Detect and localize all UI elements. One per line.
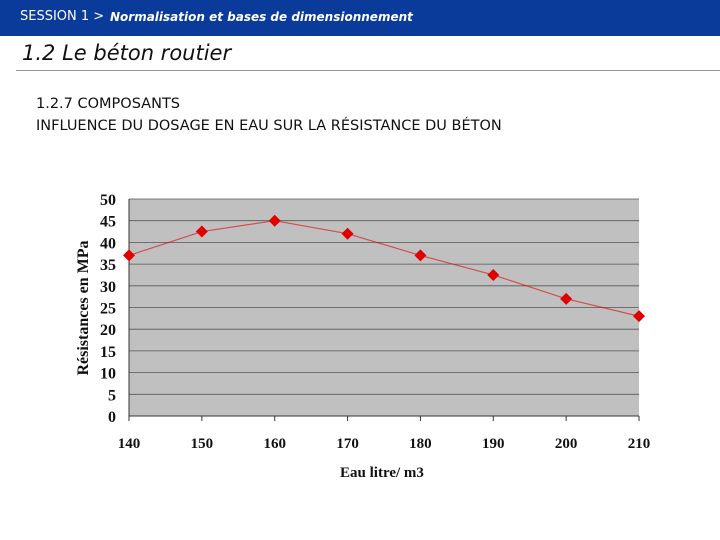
y-tick-label: 5: [108, 387, 116, 404]
marker: [268, 214, 281, 227]
y-tick-label: 35: [100, 257, 116, 274]
marker: [414, 249, 427, 262]
x-tick-label: 210: [628, 436, 651, 452]
marker: [123, 249, 135, 262]
x-tick-label: 170: [336, 436, 359, 452]
marker: [195, 225, 208, 238]
y-tick-label: 20: [100, 322, 116, 339]
x-tick-label: 190: [482, 436, 505, 452]
x-tick-label: 160: [263, 436, 286, 452]
marker: [633, 310, 645, 323]
marker: [341, 227, 354, 240]
marker: [487, 268, 500, 281]
y-tick-label: 10: [100, 366, 116, 383]
x-tick-label: 180: [409, 436, 432, 452]
rule: [16, 70, 720, 71]
y-tick-label: 0: [108, 409, 116, 426]
session: SESSION 1 >: [20, 9, 105, 24]
y-tick-label: 25: [100, 301, 116, 318]
slide-title: 1.2 Le béton routier: [22, 41, 232, 65]
x-tick-label: 150: [191, 436, 214, 452]
y-tick-label: 45: [100, 214, 116, 231]
header-bar: SESSION 1 > Normalisation et bases de di…: [0, 0, 720, 36]
y-tick-label: 50: [100, 192, 116, 209]
y-tick-label: 30: [100, 279, 116, 296]
x-axis-label: Eau litre/ m3: [340, 465, 424, 481]
marker: [560, 292, 573, 305]
line: [128, 220, 640, 317]
x-tick-label: 200: [555, 436, 578, 452]
y-tick-label: 40: [100, 235, 116, 252]
subtitle: Normalisation et bases de dimensionnemen…: [110, 10, 413, 24]
x-tick-label: 140: [118, 436, 141, 452]
y-axis-label: Résistances en MPa: [75, 240, 92, 375]
heading: 1.2.7 COMPOSANTS: [36, 96, 181, 112]
heading: INFLUENCE DU DOSAGE EN EAU SUR LA RÉSIST…: [36, 118, 502, 134]
y-tick-label: 15: [100, 344, 116, 361]
